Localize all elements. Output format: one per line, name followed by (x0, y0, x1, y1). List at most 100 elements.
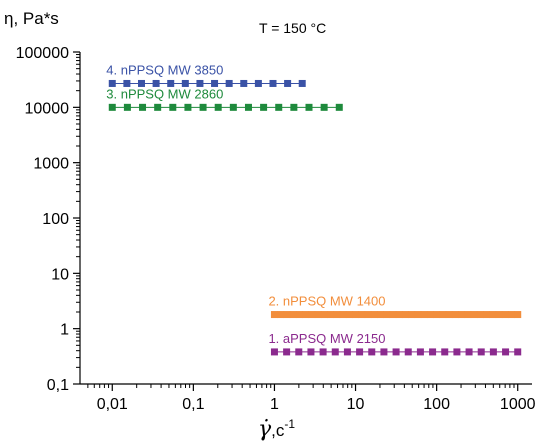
data-point (335, 103, 343, 111)
data-point (307, 348, 315, 356)
data-point (240, 79, 248, 87)
data-point (433, 311, 441, 319)
data-point (368, 348, 376, 356)
data-point (453, 348, 461, 356)
data-point (420, 311, 428, 319)
x-axis-title: γ̇,c-1 (258, 417, 295, 442)
data-point (495, 311, 503, 319)
data-point (358, 311, 366, 319)
series-label: 1. aPPSQ MW 2150 (268, 331, 385, 346)
data-point (290, 103, 298, 111)
data-point (308, 311, 316, 319)
series-1 (108, 79, 306, 87)
data-point (284, 79, 292, 87)
series-labels: 4. nPPSQ MW 3850 3. nPPSQ MW 2860 2. nPPSQ… (106, 62, 385, 345)
data-point (137, 79, 145, 87)
data-point (184, 103, 192, 111)
series-2 (108, 103, 343, 111)
y-tick-label: 10000 (25, 100, 70, 117)
data-point (489, 348, 497, 356)
x-tick-label: 0,1 (182, 396, 204, 413)
data-point (181, 79, 189, 87)
data-point (426, 311, 434, 319)
data-point (270, 311, 278, 319)
ticks: 0,1 1 10 100 1000 10000 100000 0,01 0,1 1 10 100 100… (16, 45, 536, 413)
data-point (352, 311, 360, 319)
data-point (295, 348, 303, 356)
data-point (123, 103, 131, 111)
data-point (229, 103, 237, 111)
y-tick-label: 0,1 (47, 377, 69, 394)
y-tick-label: 100000 (16, 45, 69, 62)
data-point (507, 311, 515, 319)
data-point (416, 348, 424, 356)
data-point (464, 311, 472, 319)
data-point (356, 348, 364, 356)
data-point (289, 311, 297, 319)
data-point (327, 311, 335, 319)
series-label: 3. nPPSQ MW 2860 (106, 86, 223, 101)
series-label: 2. nPPSQ MW 1400 (268, 294, 385, 309)
data-point (451, 311, 459, 319)
series-4 (270, 348, 522, 356)
data-point (269, 79, 277, 87)
data-point (169, 103, 177, 111)
series-layer (108, 79, 522, 356)
series-label: 4. nPPSQ MW 3850 (106, 62, 223, 77)
data-point (196, 79, 204, 87)
data-point (167, 79, 175, 87)
x-tick-label: 1 (270, 396, 279, 413)
x-tick-label: 100 (423, 396, 450, 413)
data-point (123, 79, 131, 87)
data-point (364, 311, 372, 319)
data-point (314, 311, 322, 319)
data-point (477, 348, 485, 356)
data-point (470, 311, 478, 319)
data-point (345, 311, 353, 319)
data-point (395, 311, 403, 319)
data-point (392, 348, 400, 356)
data-point (214, 103, 222, 111)
data-point (154, 103, 162, 111)
data-point (225, 79, 233, 87)
data-point (152, 79, 160, 87)
x-tick-label: 0,01 (97, 396, 128, 413)
data-point (439, 311, 447, 319)
data-point (514, 311, 522, 319)
data-point (441, 348, 449, 356)
data-point (483, 311, 491, 319)
data-point (401, 311, 409, 319)
data-point (489, 311, 497, 319)
y-axis-title: η, Pa*s (4, 9, 59, 28)
data-point (376, 311, 384, 319)
data-point (298, 79, 306, 87)
data-point (320, 103, 328, 111)
y-tick-label: 100 (42, 211, 69, 228)
data-point (331, 348, 339, 356)
data-point (302, 311, 310, 319)
data-point (445, 311, 453, 319)
data-point (502, 348, 510, 356)
x-axis-unit: ,c (271, 421, 285, 440)
data-point (295, 311, 303, 319)
data-point (211, 79, 219, 87)
data-point (429, 348, 437, 356)
data-point (333, 311, 341, 319)
temperature-annotation: T = 150 °C (259, 20, 326, 36)
shear-rate-symbol: γ̇ (258, 417, 272, 442)
data-point (199, 103, 207, 111)
data-point (283, 311, 291, 319)
data-point (260, 103, 268, 111)
data-point (404, 348, 412, 356)
data-point (108, 79, 116, 87)
data-point (370, 311, 378, 319)
y-tick-label: 1000 (33, 156, 69, 173)
data-point (275, 103, 283, 111)
data-point (501, 311, 509, 319)
data-point (414, 311, 422, 319)
data-point (380, 348, 388, 356)
data-point (514, 348, 522, 356)
data-point (343, 348, 351, 356)
data-point (254, 79, 262, 87)
